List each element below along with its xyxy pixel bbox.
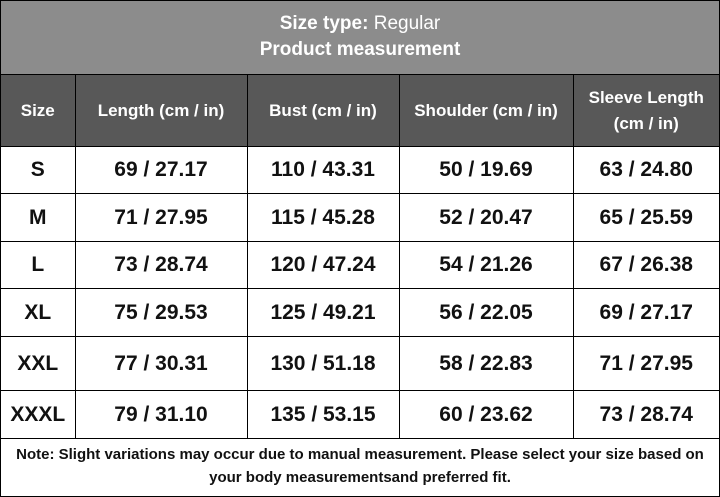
table-cell: 67 / 26.38 xyxy=(572,241,719,289)
table-row: XXL 77 / 30.31 130 / 51.18 58 / 22.83 71 / 2… xyxy=(1,336,719,391)
table-cell: 135 / 53.15 xyxy=(246,390,400,439)
table-cell: S xyxy=(1,146,76,194)
note: Note: Slight variations may occur due to… xyxy=(16,446,704,486)
table-cell: XXXL xyxy=(1,390,76,439)
table-cell: 79 / 31.10 xyxy=(74,390,248,439)
column-header: Bust (cm / in) xyxy=(246,75,400,147)
table-cell: 50 / 19.69 xyxy=(398,146,574,194)
subtitle: Product measurement xyxy=(259,39,461,60)
column-header: Shoulder (cm / in) xyxy=(398,75,574,147)
title-line: Size type: Regular xyxy=(1,11,719,37)
table-cell: 130 / 51.18 xyxy=(246,336,400,391)
table-cell: 71 / 27.95 xyxy=(572,336,719,391)
table-cell: 73 / 28.74 xyxy=(74,241,248,289)
table-cell: 56 / 22.05 xyxy=(398,288,574,337)
table-cell: 120 / 47.24 xyxy=(246,241,400,289)
table-cell: 54 / 21.26 xyxy=(398,241,574,289)
table-cell: XXL xyxy=(1,336,76,391)
header-row: Size Length (cm / in) Bust (cm / in) Should… xyxy=(1,75,719,147)
column-header: Length (cm / in) xyxy=(74,75,248,147)
banner: Size type: Regular Product measurement xyxy=(1,1,719,75)
table-row: M 71 / 27.95 115 / 45.28 52 / 20.47 65 / 25.… xyxy=(1,193,719,242)
table: Size Length (cm / in) Bust (cm / in) Should… xyxy=(1,75,719,439)
table-cell: M xyxy=(1,193,76,242)
table-cell: 65 / 25.59 xyxy=(572,193,719,242)
table-cell: 77 / 30.31 xyxy=(74,336,248,391)
table-cell: 125 / 49.21 xyxy=(246,288,400,337)
table-cell: 115 / 45.28 xyxy=(246,193,400,242)
title-label: Size type: xyxy=(279,13,369,34)
table-cell: L xyxy=(1,241,76,289)
table-cell: 58 / 22.83 xyxy=(398,336,574,391)
table-cell: 63 / 24.80 xyxy=(572,146,719,194)
title-value: Regular xyxy=(373,13,441,34)
table-cell: 110 / 43.31 xyxy=(246,146,400,194)
column-header: Size xyxy=(1,75,76,147)
table-cell: 71 / 27.95 xyxy=(74,193,248,242)
table-cell: 60 / 23.62 xyxy=(398,390,574,439)
table-cell: 52 / 20.47 xyxy=(398,193,574,242)
table-row: L 73 / 28.74 120 / 47.24 54 / 21.26 67 / 26.… xyxy=(1,241,719,289)
column-header: Sleeve Length (cm / in) xyxy=(572,75,719,147)
table-body: S 69 / 27.17 110 / 43.31 50 / 19.69 63 / 24.… xyxy=(1,146,719,439)
table-row: S 69 / 27.17 110 / 43.31 50 / 19.69 63 / 24.… xyxy=(1,146,719,194)
table-cell: XL xyxy=(1,288,76,337)
table-cell: 75 / 29.53 xyxy=(74,288,248,337)
table-row: XL 75 / 29.53 125 / 49.21 56 / 22.05 69 / 27… xyxy=(1,288,719,337)
table-row: XXXL 79 / 31.10 135 / 53.15 60 / 23.62 73 / … xyxy=(1,390,719,439)
table-cell: 69 / 27.17 xyxy=(74,146,248,194)
table-cell: 73 / 28.74 xyxy=(572,390,719,439)
table-cell: 69 / 27.17 xyxy=(572,288,719,337)
